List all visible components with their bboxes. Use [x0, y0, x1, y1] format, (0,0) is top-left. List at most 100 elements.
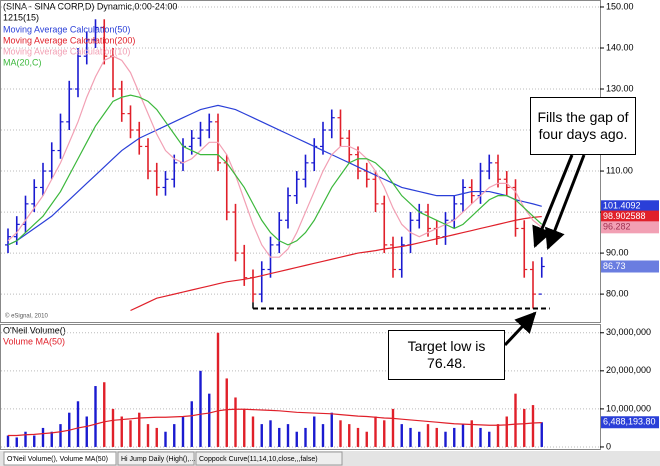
volume-panel	[0, 324, 601, 450]
moving-average-line	[7, 94, 543, 246]
volume-bar	[453, 427, 456, 447]
volume-bar	[225, 378, 228, 447]
volume-bar	[129, 420, 132, 447]
volume-bar	[199, 370, 202, 447]
y-tick-label: 30,000,000	[606, 327, 651, 337]
annotation: Fills the gap of four days ago.	[530, 97, 636, 155]
last-value-box	[601, 210, 659, 223]
volume-bar	[409, 427, 412, 447]
volume-bar	[531, 405, 535, 447]
volume-bar	[50, 431, 53, 447]
volume-bar	[216, 332, 220, 447]
volume-bar	[426, 424, 430, 447]
volume-bar	[339, 420, 342, 447]
last-value-box	[601, 200, 659, 213]
volume-bar	[435, 427, 438, 447]
price-panel	[0, 0, 601, 323]
y-tick-label: 20,000,000	[606, 365, 651, 375]
annotation: Target low is 76.48.	[388, 330, 505, 380]
volume-bar	[6, 435, 10, 447]
volume-bar	[488, 431, 491, 447]
volume-bar	[330, 412, 333, 447]
volume-bar	[418, 431, 421, 447]
volume-bar	[111, 408, 115, 447]
volume-bar	[41, 427, 45, 447]
volume-bar	[365, 431, 368, 447]
volume-bar	[155, 427, 158, 447]
volume-bar	[356, 427, 360, 447]
volume-bar	[24, 431, 27, 447]
volume-bar	[304, 427, 307, 447]
volume-bar	[321, 424, 325, 447]
volume-bar	[76, 401, 80, 447]
tab-label: O'Neil Volume(), Volume MA(50)	[7, 456, 108, 463]
volume-bar	[33, 435, 36, 447]
last-value-label: 6,488,193.80	[603, 417, 656, 427]
last-value-label: 96.282	[603, 222, 631, 232]
volume-bar	[173, 424, 176, 447]
volume-bar	[260, 424, 263, 447]
volume-bar	[234, 397, 237, 447]
volume-bar	[505, 416, 508, 447]
volume-bar	[391, 408, 395, 447]
volume-bar	[514, 393, 517, 447]
annotation-arrows	[503, 154, 586, 347]
last-value-label: 86.73	[603, 261, 626, 271]
volume-bar	[164, 431, 167, 447]
volume-bar	[295, 431, 298, 447]
y-tick-label: 130.00	[606, 83, 634, 93]
volume-bar	[190, 401, 193, 447]
volume-bar	[181, 416, 185, 447]
moving-average-line	[7, 55, 543, 258]
volume-bar	[400, 424, 403, 447]
arrow	[545, 154, 586, 250]
legend-entry: Moving Average Calculation(50)	[3, 24, 130, 34]
y-tick-label: 90.00	[606, 247, 629, 257]
last-value-box	[601, 416, 659, 429]
volume-bar	[208, 393, 211, 447]
volume-bar	[85, 416, 88, 447]
y-tick-label: 80.00	[606, 288, 629, 298]
volume-bar	[278, 427, 281, 447]
legend-entry: Volume MA(50)	[3, 336, 65, 346]
volume-bar	[313, 416, 316, 447]
volume-bar	[540, 422, 543, 447]
chart-title: (SINA - SINA CORP,D) Dynamic,0:00-24:00	[3, 1, 177, 11]
volume-bar	[146, 424, 150, 447]
volume-ma-line	[8, 408, 542, 437]
legend-entry: MA(20,C)	[3, 57, 42, 67]
volume-bar	[470, 420, 473, 447]
arrow	[503, 311, 537, 347]
volume-bar	[348, 424, 351, 447]
tab-label: Hi Jump Daily (High(),...	[121, 456, 195, 463]
volume-bar	[15, 437, 18, 447]
volume-bar	[243, 408, 246, 447]
volume-bar	[94, 386, 97, 447]
volume-bar	[496, 424, 500, 447]
last-value-label: 98.902588	[603, 211, 646, 221]
y-tick-label: 150.00	[606, 1, 634, 11]
chart-subtitle: 1215(15)	[3, 12, 39, 22]
volume-bar	[479, 427, 482, 447]
tab	[3, 451, 117, 466]
arrow	[532, 154, 574, 248]
y-tick-label: 10,000,000	[606, 403, 651, 413]
volume-bar	[138, 412, 141, 447]
volume-bar	[251, 416, 255, 447]
tab	[195, 451, 343, 466]
volume-bar	[383, 420, 386, 447]
volume-bar	[103, 382, 106, 447]
last-value-box	[601, 260, 659, 273]
volume-bar	[461, 424, 465, 447]
volume-bar	[269, 420, 272, 447]
volume-title: O'Neil Volume()	[3, 325, 66, 335]
copyright: © eSignal, 2010	[5, 313, 48, 320]
tab	[117, 451, 195, 466]
last-value-label: 101.4092	[603, 201, 641, 211]
moving-average-line	[130, 215, 542, 312]
last-value-box	[601, 221, 659, 234]
legend-entry: Moving Average Calculation(10)	[3, 46, 130, 56]
volume-bar	[444, 431, 447, 447]
